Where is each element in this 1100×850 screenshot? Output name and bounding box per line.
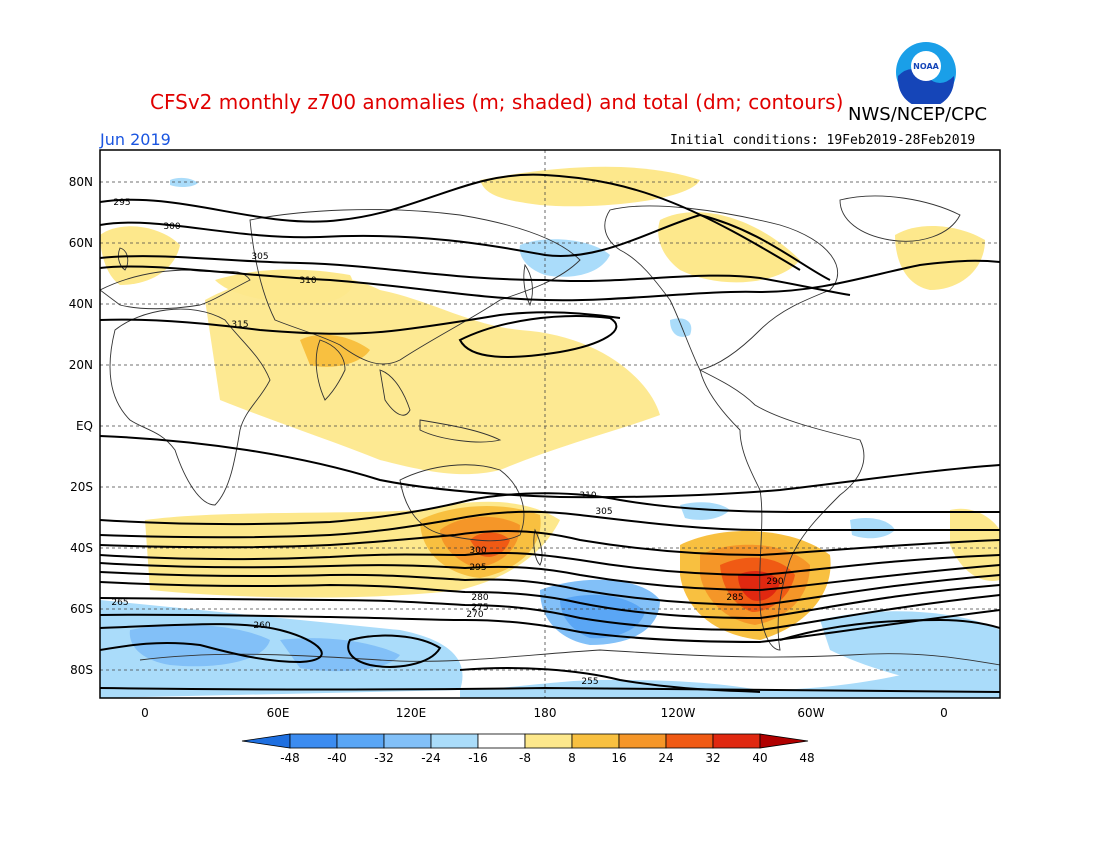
contour-label: 295	[469, 563, 486, 573]
colorbar-tick-label: 24	[658, 751, 673, 765]
colorbar-tick-label: -8	[519, 751, 531, 765]
contour-label: 315	[231, 320, 248, 330]
colorbar-tick-label: -24	[421, 751, 441, 765]
contour-label: 310	[579, 491, 596, 501]
lon-axis: 0 60E 120E 180 120W 60W 0	[141, 706, 948, 720]
lat-label: 60N	[69, 236, 93, 250]
contour-label: 255	[581, 677, 598, 687]
contour-label: 285	[726, 593, 743, 603]
noaa-logo: NOAA	[896, 42, 956, 104]
contour-label: 265	[111, 598, 128, 608]
lat-label: 40S	[70, 541, 93, 555]
colorbar-swatch	[383, 733, 432, 749]
colorbar-swatch	[289, 733, 338, 749]
contour-label: 300	[163, 222, 180, 232]
colorbar-swatch	[571, 733, 620, 749]
contour-label: 280	[471, 593, 488, 603]
lat-label: EQ	[76, 419, 93, 433]
colorbar-tick-label: -48	[280, 751, 300, 765]
coastlines	[100, 195, 1000, 666]
contour-label: 295	[113, 198, 130, 208]
colorbar-tick-label: 8	[568, 751, 576, 765]
contour-label: 305	[251, 252, 268, 262]
lat-label: 60S	[70, 602, 93, 616]
lon-label: 0	[141, 706, 149, 720]
contour-label: 310	[299, 276, 316, 286]
svg-text:NOAA: NOAA	[913, 62, 939, 71]
lat-label: 80N	[69, 175, 93, 189]
colorbar-tick-label: 48	[799, 751, 814, 765]
contour-label: 270	[466, 610, 483, 620]
map-frame	[99, 149, 1001, 699]
colorbar-tick-label: 40	[752, 751, 767, 765]
lat-axis: 80N 60N 40N 20N EQ 20S 40S 60S 80S	[69, 175, 93, 677]
contour-label: 290	[766, 577, 783, 587]
lon-label: 60E	[267, 706, 290, 720]
colorbar-tick-label: -32	[374, 751, 394, 765]
lat-label: 20S	[70, 480, 93, 494]
colorbar-swatch	[665, 733, 714, 749]
colorbar-tick-label: 16	[611, 751, 626, 765]
agency-label: NWS/NCEP/CPC	[848, 104, 988, 125]
lon-label: 60W	[797, 706, 824, 720]
colorbar-arrow-high	[759, 733, 809, 749]
colorbar-tick-label: -16	[468, 751, 488, 765]
lat-label: 20N	[69, 358, 93, 372]
colorbar-swatch	[430, 733, 479, 749]
colorbar-swatch	[477, 733, 526, 749]
lat-label: 40N	[69, 297, 93, 311]
colorbar-tick-label: -40	[327, 751, 347, 765]
contour-label: 275	[471, 603, 488, 613]
contour-label-group: 295 300 305 310 315 310 305 300 295 290 …	[111, 198, 783, 687]
lon-label: 0	[940, 706, 948, 720]
colorbar: -48 -40 -32 -24 -16 -8 8 16 24 32 40 48	[241, 733, 815, 765]
map-title: CFSv2 monthly z700 anomalies (m; shaded)…	[150, 90, 844, 114]
lat-label: 80S	[70, 663, 93, 677]
colorbar-swatch	[336, 733, 385, 749]
height-contours	[100, 173, 1000, 693]
contour-label: 300	[469, 546, 486, 556]
colorbar-swatch	[524, 733, 573, 749]
period-label: Jun 2019	[100, 130, 171, 149]
lon-label: 120E	[396, 706, 427, 720]
anomaly-shading	[100, 166, 1000, 698]
contour-label: 305	[595, 507, 612, 517]
colorbar-arrow-low	[241, 733, 291, 749]
colorbar-swatch	[712, 733, 761, 749]
lon-label: 120W	[661, 706, 696, 720]
colorbar-tick-label: 32	[705, 751, 720, 765]
lon-label: 180	[534, 706, 557, 720]
initial-conditions-label: Initial conditions: 19Feb2019-28Feb2019	[670, 133, 976, 148]
colorbar-swatch	[618, 733, 667, 749]
contour-label: 260	[253, 621, 270, 631]
